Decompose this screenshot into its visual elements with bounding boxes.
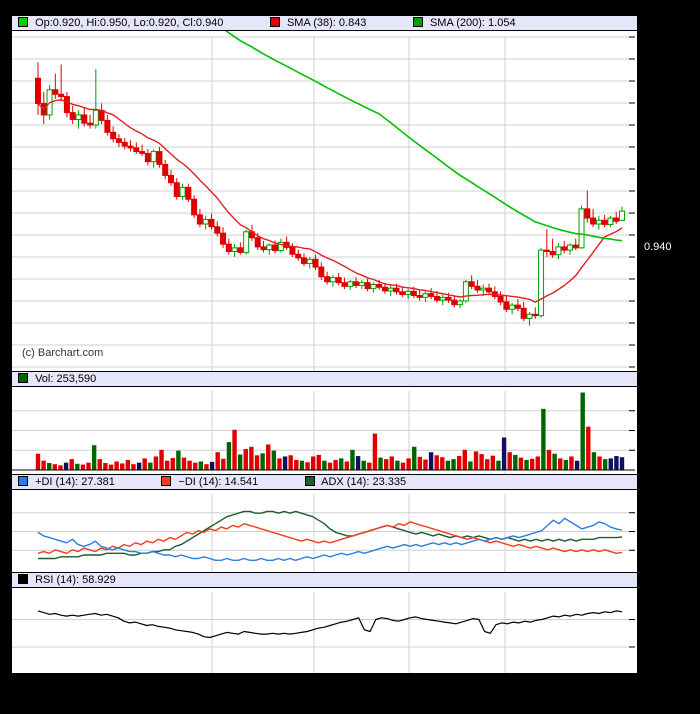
dmi-legend: +DI (14): 27.381 −DI (14): 14.541 ADX (1… xyxy=(12,474,637,490)
legend-label-ohlc: Op:0.920, Hi:0.950, Lo:0.920, Cl:0.940 xyxy=(35,17,224,29)
legend-item-rsi[interactable]: RSI (14): 58.929 xyxy=(12,573,116,587)
price-panel: Op:0.920, Hi:0.950, Lo:0.920, Cl:0.940 S… xyxy=(12,15,637,371)
legend-item-adx[interactable]: ADX (14): 23.335 xyxy=(299,475,406,489)
legend-item-minus-di[interactable]: −DI (14): 14.541 xyxy=(155,475,258,489)
plus-di-swatch xyxy=(18,476,28,486)
legend-item-volume[interactable]: Vol: 253,590 xyxy=(12,372,96,386)
legend-label-volume: Vol: 253,590 xyxy=(35,373,97,385)
legend-label-sma-38: SMA (38): 0.843 xyxy=(286,17,367,29)
sma-200-swatch xyxy=(412,17,423,27)
rsi-plot xyxy=(12,572,637,673)
watermark: (c) Barchart.com xyxy=(22,347,104,359)
dmi-panel: +DI (14): 27.381 −DI (14): 14.541 ADX (1… xyxy=(12,474,637,572)
volume-legend: Vol: 253,590 xyxy=(12,371,637,387)
minus-di-swatch xyxy=(161,476,172,486)
legend-label-rsi: RSI (14): 58.929 xyxy=(35,574,116,586)
volume-swatch xyxy=(18,373,28,383)
rsi-legend: RSI (14): 58.929 xyxy=(12,572,637,588)
ohlc-swatch xyxy=(18,17,28,27)
volume-plot xyxy=(12,371,637,474)
legend-label-adx: ADX (14): 23.335 xyxy=(321,476,407,488)
adx-swatch xyxy=(304,476,315,486)
dmi-plot xyxy=(12,474,637,572)
volume-panel: Vol: 253,590 xyxy=(12,371,637,474)
legend-label-sma-200: SMA (200): 1.054 xyxy=(429,17,516,29)
price-plot xyxy=(12,15,637,371)
rsi-panel: RSI (14): 58.929 xyxy=(12,572,637,673)
last-price-label: 0.940 xyxy=(641,239,675,255)
price-legend: Op:0.920, Hi:0.950, Lo:0.920, Cl:0.940 S… xyxy=(12,15,637,31)
rsi-swatch xyxy=(18,574,28,584)
legend-label-minus-di: −DI (14): 14.541 xyxy=(178,476,259,488)
legend-item-ohlc[interactable]: Op:0.920, Hi:0.950, Lo:0.920, Cl:0.940 xyxy=(12,16,223,30)
legend-item-sma-200[interactable]: SMA (200): 1.054 xyxy=(407,16,516,30)
legend-item-plus-di[interactable]: +DI (14): 27.381 xyxy=(12,475,115,489)
legend-item-sma-38[interactable]: SMA (38): 0.843 xyxy=(264,16,367,30)
sma-38-swatch xyxy=(269,17,280,27)
legend-label-plus-di: +DI (14): 27.381 xyxy=(35,476,115,488)
